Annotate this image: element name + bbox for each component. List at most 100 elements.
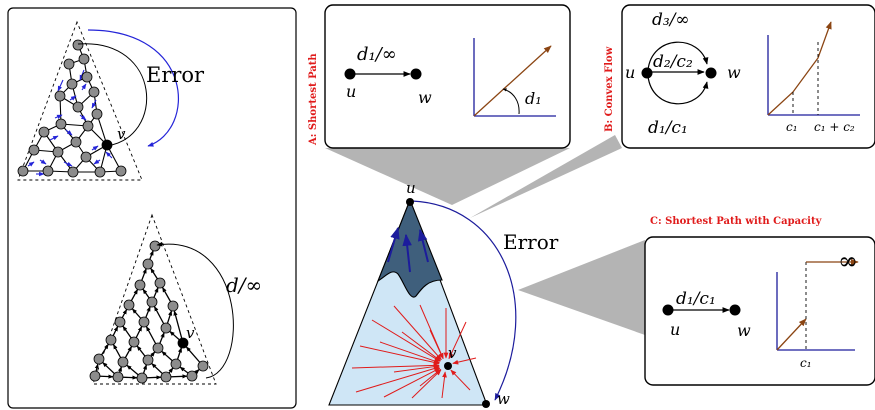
bottom-graph-node: [114, 316, 126, 328]
descent-arrow: [393, 305, 442, 361]
flow-arrow: [105, 151, 113, 159]
bottom-graph-node: [123, 299, 135, 311]
top-node-v-label: v: [117, 125, 126, 143]
flow-arrow: [27, 161, 35, 167]
panel-b-edge-bottom: [647, 75, 709, 105]
top-graph: Error v: [17, 20, 205, 181]
panel-b-edge-mid-label: d₂/c₂: [653, 52, 693, 72]
panel-a-frame: [324, 4, 571, 149]
bottom-graph: d/∞ v: [89, 213, 262, 385]
panel-a-node-w: [410, 68, 422, 80]
descent-arrow: [393, 364, 440, 373]
descent-arrow: [448, 321, 467, 360]
panel-b-label-w: w: [727, 63, 741, 82]
panel-b: B: Convex Flow d₃/∞ d₂/c₂ d₁/c₁ u w c₁ c…: [604, 4, 875, 149]
panel-b-tick-2: c₁ + c₂: [814, 120, 855, 134]
panel-a-slope-arc: [502, 88, 520, 115]
top-graph-node: [38, 126, 50, 138]
bottom-graph-node: [149, 240, 161, 252]
descent-arrow: [355, 366, 440, 393]
mountain-node-w: [482, 400, 490, 408]
flow-arrow: [91, 145, 99, 151]
panel-b-edge-bottom-label: d₁/c₁: [648, 118, 688, 138]
descent-arrow: [450, 369, 471, 391]
bottom-graph-node: [186, 370, 198, 382]
mountain-node-v: [444, 362, 452, 370]
top-graph-node: [81, 71, 93, 83]
panel-c-title: C: Shortest Path with Capacity: [650, 216, 823, 227]
panel-b-cost-curve: [767, 21, 832, 116]
ascent-arrow: [402, 233, 412, 273]
bottom-graph-node: [152, 342, 164, 354]
descent-arrow: [379, 341, 440, 364]
bottom-node-v-label: v: [186, 324, 195, 342]
flow-arrow: [69, 95, 77, 101]
flow-arrow: [57, 79, 64, 92]
top-graph-node: [54, 90, 66, 102]
panel-a-title: A: Shortest Path: [308, 53, 319, 146]
mountain: u v w Error: [328, 179, 559, 408]
bottom-graph-node: [134, 279, 146, 291]
panel-c-label-u: u: [670, 320, 680, 339]
panel-a-slope-label: d₁: [525, 89, 542, 108]
top-graph-node: [70, 136, 82, 148]
bottom-graph-node: [112, 371, 124, 383]
bottom-graph-triangle: [92, 213, 217, 385]
callout-wedge-c: [518, 240, 645, 335]
descent-arrow: [371, 319, 441, 362]
top-graph-node: [17, 165, 29, 177]
bottom-graph-node: [146, 296, 158, 308]
ascent-arrow: [417, 228, 429, 263]
panel-a-label-w: w: [418, 88, 432, 107]
flow-arrow: [81, 83, 87, 91]
bottom-graph-edge: [173, 310, 184, 344]
mountain-label-v: v: [448, 344, 457, 362]
panel-c: C: Shortest Path with Capacity d₁/c₁ u w…: [644, 216, 875, 386]
flow-arrow: [54, 114, 63, 119]
panel-b-label-u: u: [625, 63, 635, 82]
bottom-graph-node: [167, 300, 179, 312]
flow-arrow: [63, 161, 73, 167]
top-graph-node: [80, 151, 92, 163]
top-graph-node: [82, 120, 94, 132]
bottom-graph-node: [128, 336, 140, 348]
descent-arrow: [351, 362, 440, 369]
bottom-graph-node: [142, 258, 154, 270]
callout-wedge-b: [470, 135, 622, 218]
panel-a-label-u: u: [346, 82, 356, 101]
top-error-blue-arc: [87, 29, 179, 147]
bottom-edge-label: d/∞: [226, 273, 262, 297]
mountain-peak: [376, 198, 443, 298]
top-graph-node: [72, 101, 84, 113]
mountain-label-u: u: [406, 179, 416, 197]
descent-arrow: [429, 329, 444, 360]
descent-arrow: [441, 371, 447, 399]
flow-arrow: [79, 114, 87, 121]
mountain-node-u: [406, 198, 414, 206]
panel-c-infinity-label: ∞: [838, 247, 858, 275]
bottom-d-arc: [156, 241, 234, 379]
flow-arrow: [39, 159, 47, 165]
top-graph-node: [94, 166, 106, 178]
descent-arrow: [452, 357, 477, 365]
panel-a-node-u: [344, 68, 356, 80]
panel-b-node-u: [641, 67, 653, 79]
panel-b-frame: [621, 4, 875, 149]
bottom-graph-node-v: [177, 337, 189, 349]
mountain-error-arc: [411, 200, 517, 401]
panel-c-cost-line: [776, 318, 807, 351]
top-graph-node: [67, 166, 79, 178]
bottom-graph-node: [142, 354, 154, 366]
ascent-arrow: [387, 226, 400, 263]
descent-arrow: [383, 367, 441, 398]
top-error-arc: [77, 43, 148, 147]
panel-b-edge-top: [647, 41, 709, 71]
bottom-graph-node: [197, 360, 209, 372]
panel-b-node-w: [705, 67, 717, 79]
bottom-graph-node: [89, 370, 101, 382]
top-graph-node: [28, 144, 40, 156]
panel-c-edge-label: d₁/c₁: [676, 289, 716, 309]
top-graph-node: [55, 118, 67, 130]
bottom-graph-node: [160, 322, 172, 334]
